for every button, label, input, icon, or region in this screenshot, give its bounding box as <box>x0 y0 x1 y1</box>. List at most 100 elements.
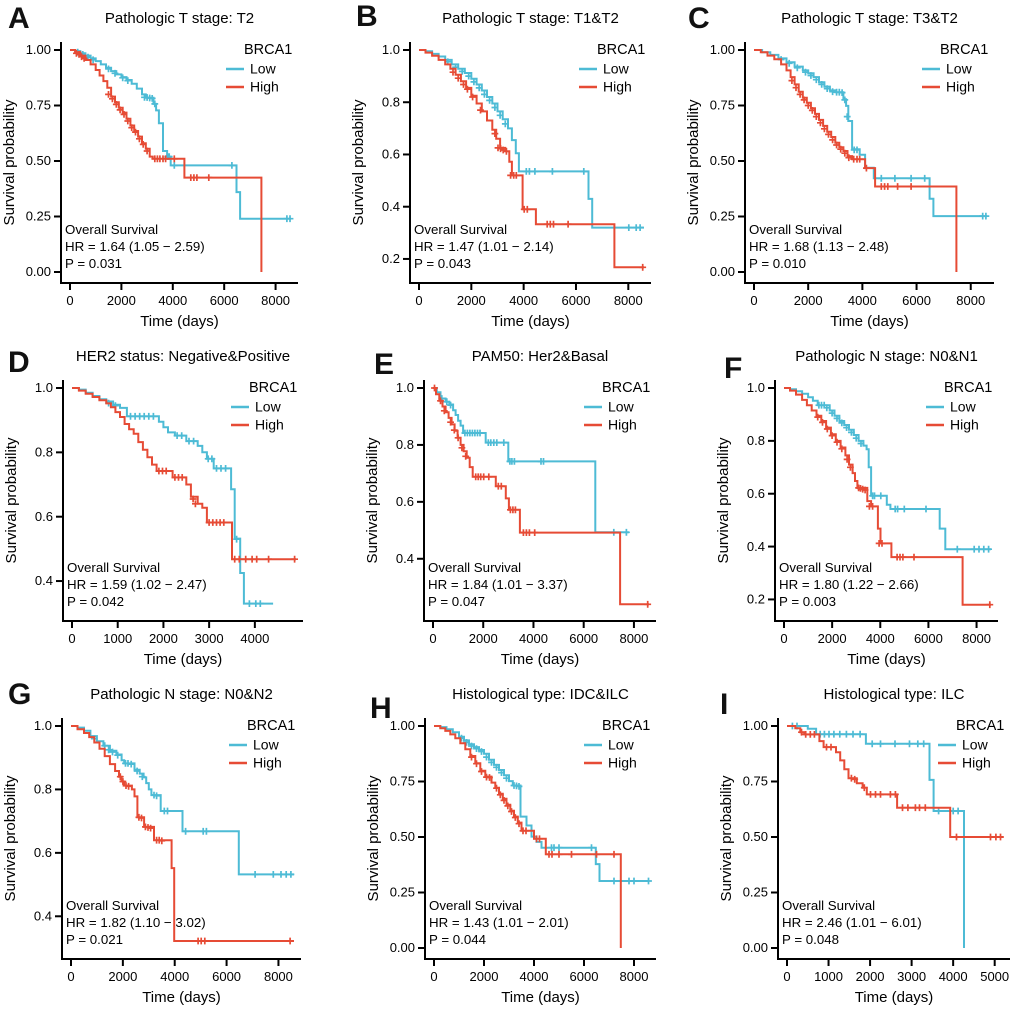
censor-marks-high <box>449 68 647 271</box>
annotation-overall-survival: Overall Survival <box>428 560 521 575</box>
censor-marks-high <box>73 49 213 181</box>
survival-curve-low <box>787 725 965 948</box>
legend-label-high: High <box>250 79 279 95</box>
y-axis-label: Survival probability <box>715 437 732 563</box>
axes-I <box>777 718 1010 960</box>
legend-title: BRCA1 <box>247 718 295 734</box>
y-tick-label: 1.0 <box>35 380 53 395</box>
legend-label-high: High <box>950 417 979 433</box>
censor-marks-low <box>458 734 652 885</box>
annotation-hazard-ratio: HR = 1.82 (1.10 − 3.02) <box>66 915 206 930</box>
annotation-hazard-ratio: HR = 1.47 (1.01 − 2.14) <box>414 239 554 254</box>
annotation-overall-survival: Overall Survival <box>779 560 872 575</box>
y-axis-label: Survival probability <box>365 775 382 901</box>
km-panel-C: C 0 2000 4000 6000 8000 0.00 0.25 0.50 0.75 1.00 Pa… <box>680 0 1020 338</box>
x-tick-label: 0 <box>67 969 74 984</box>
x-tick-label: 8000 <box>619 631 648 646</box>
x-tick-label: 6000 <box>914 631 943 646</box>
x-tick-label: 8000 <box>620 969 649 984</box>
x-tick-label: 4000 <box>939 969 968 984</box>
survival-curve-high <box>419 49 644 269</box>
y-tick-label: 0.25 <box>743 885 768 900</box>
x-axis-label: Time (days) <box>140 313 219 330</box>
legend-title: BRCA1 <box>244 42 292 58</box>
annotation-overall-survival: Overall Survival <box>782 898 875 913</box>
x-tick-label: 0 <box>783 969 790 984</box>
censor-marks-low <box>105 399 264 607</box>
y-tick-label: 0.6 <box>34 845 52 860</box>
x-axis-label: Time (days) <box>830 313 909 330</box>
x-tick-label: 2000 <box>469 631 498 646</box>
panel-title: Pathologic N stage: N0&N1 <box>795 348 978 365</box>
x-tick-label: 2000 <box>108 969 137 984</box>
y-axis-label: Survival probability <box>718 775 735 901</box>
x-tick-label: 2000 <box>457 293 486 308</box>
panel-letter-H: H <box>370 692 392 725</box>
y-tick-label: 0.8 <box>35 445 53 460</box>
x-axis-label: Time (days) <box>142 989 221 1006</box>
annotation-p-value: P = 0.010 <box>749 256 806 271</box>
x-tick-label: 4000 <box>520 969 549 984</box>
legend-label-high: High <box>962 755 991 771</box>
x-tick-label: 0 <box>429 631 436 646</box>
panel-title: PAM50: Her2&Basal <box>472 348 608 365</box>
x-tick-label: 6000 <box>902 293 931 308</box>
x-tick-label: 6000 <box>569 631 598 646</box>
axes-G <box>61 718 301 960</box>
legend-label-low: Low <box>608 399 635 415</box>
km-panel-B: B 0 2000 4000 6000 8000 0.2 0.4 0.6 0.8 1.0 Patholo… <box>340 0 680 338</box>
km-panel-A: A 0 2000 4000 6000 8000 0.00 0.25 0.50 0.75 1.00 Pa… <box>0 0 340 338</box>
panel-letter-D: D <box>8 346 30 379</box>
x-tick-label: 2000 <box>470 969 499 984</box>
y-tick-label: 0.75 <box>390 774 415 789</box>
x-tick-label: 0 <box>430 969 437 984</box>
x-tick-label: 2000 <box>107 293 136 308</box>
annotation-hazard-ratio: HR = 2.46 (1.01 − 6.01) <box>782 915 922 930</box>
censor-marks-high <box>814 413 994 609</box>
x-tick-label: 5000 <box>980 969 1009 984</box>
km-plot-G: 0 2000 4000 6000 8000 0.4 0.6 0.8 1.0 Pathologic … <box>2 686 301 1006</box>
legend-label-low: Low <box>250 61 277 77</box>
y-tick-label: 1.00 <box>26 42 51 57</box>
y-tick-label: 0.25 <box>390 885 415 900</box>
km-plot-B: 0 2000 4000 6000 8000 0.2 0.4 0.6 0.8 1.0 Patholog… <box>350 10 651 330</box>
panel-letter-I: I <box>720 688 729 721</box>
y-tick-label: 0.8 <box>382 94 400 109</box>
censor-marks-high <box>155 467 298 563</box>
y-axis-label: Survival probability <box>364 437 381 563</box>
x-tick-label: 4000 <box>848 293 877 308</box>
y-tick-label: 0.75 <box>26 98 51 113</box>
x-tick-label: 8000 <box>962 631 991 646</box>
x-axis-label: Time (days) <box>855 989 934 1006</box>
survival-curve-high <box>434 725 622 948</box>
annotation-overall-survival: Overall Survival <box>429 898 522 913</box>
axes-A <box>60 42 298 284</box>
km-plot-A: 0 2000 4000 6000 8000 0.00 0.25 0.50 0.75 1.00 Pat… <box>1 10 298 330</box>
censor-marks-high <box>798 728 1004 841</box>
km-plot-F: 0 2000 4000 6000 8000 0.2 0.4 0.6 0.8 1.0 Patholog… <box>715 348 998 668</box>
x-tick-label: 6000 <box>212 969 241 984</box>
km-panel-H: H 0 2000 4000 6000 8000 0.00 0.25 0.50 0.75 1.00 Hi… <box>340 676 680 1014</box>
y-tick-label: 0.00 <box>710 264 735 279</box>
x-tick-label: 6000 <box>570 969 599 984</box>
x-axis-label: Time (days) <box>501 651 580 668</box>
panel-letter-G: G <box>8 678 32 711</box>
x-axis-label: Time (days) <box>847 651 926 668</box>
annotation-overall-survival: Overall Survival <box>749 222 842 237</box>
y-tick-label: 1.0 <box>34 718 52 733</box>
y-tick-label: 0.4 <box>34 908 52 923</box>
legend-title: BRCA1 <box>602 380 650 396</box>
x-tick-label: 3000 <box>897 969 926 984</box>
x-tick-label: 4000 <box>160 969 189 984</box>
x-tick-label: 4000 <box>866 631 895 646</box>
axes-C <box>744 42 994 284</box>
x-tick-label: 8000 <box>261 293 290 308</box>
x-tick-label: 0 <box>750 293 757 308</box>
y-tick-label: 0.4 <box>747 539 765 554</box>
legend-label-high: High <box>608 417 637 433</box>
censor-marks-high <box>788 77 915 190</box>
y-tick-label: 0.75 <box>743 774 768 789</box>
annotation-p-value: P = 0.021 <box>66 932 123 947</box>
annotation-p-value: P = 0.044 <box>429 932 486 947</box>
